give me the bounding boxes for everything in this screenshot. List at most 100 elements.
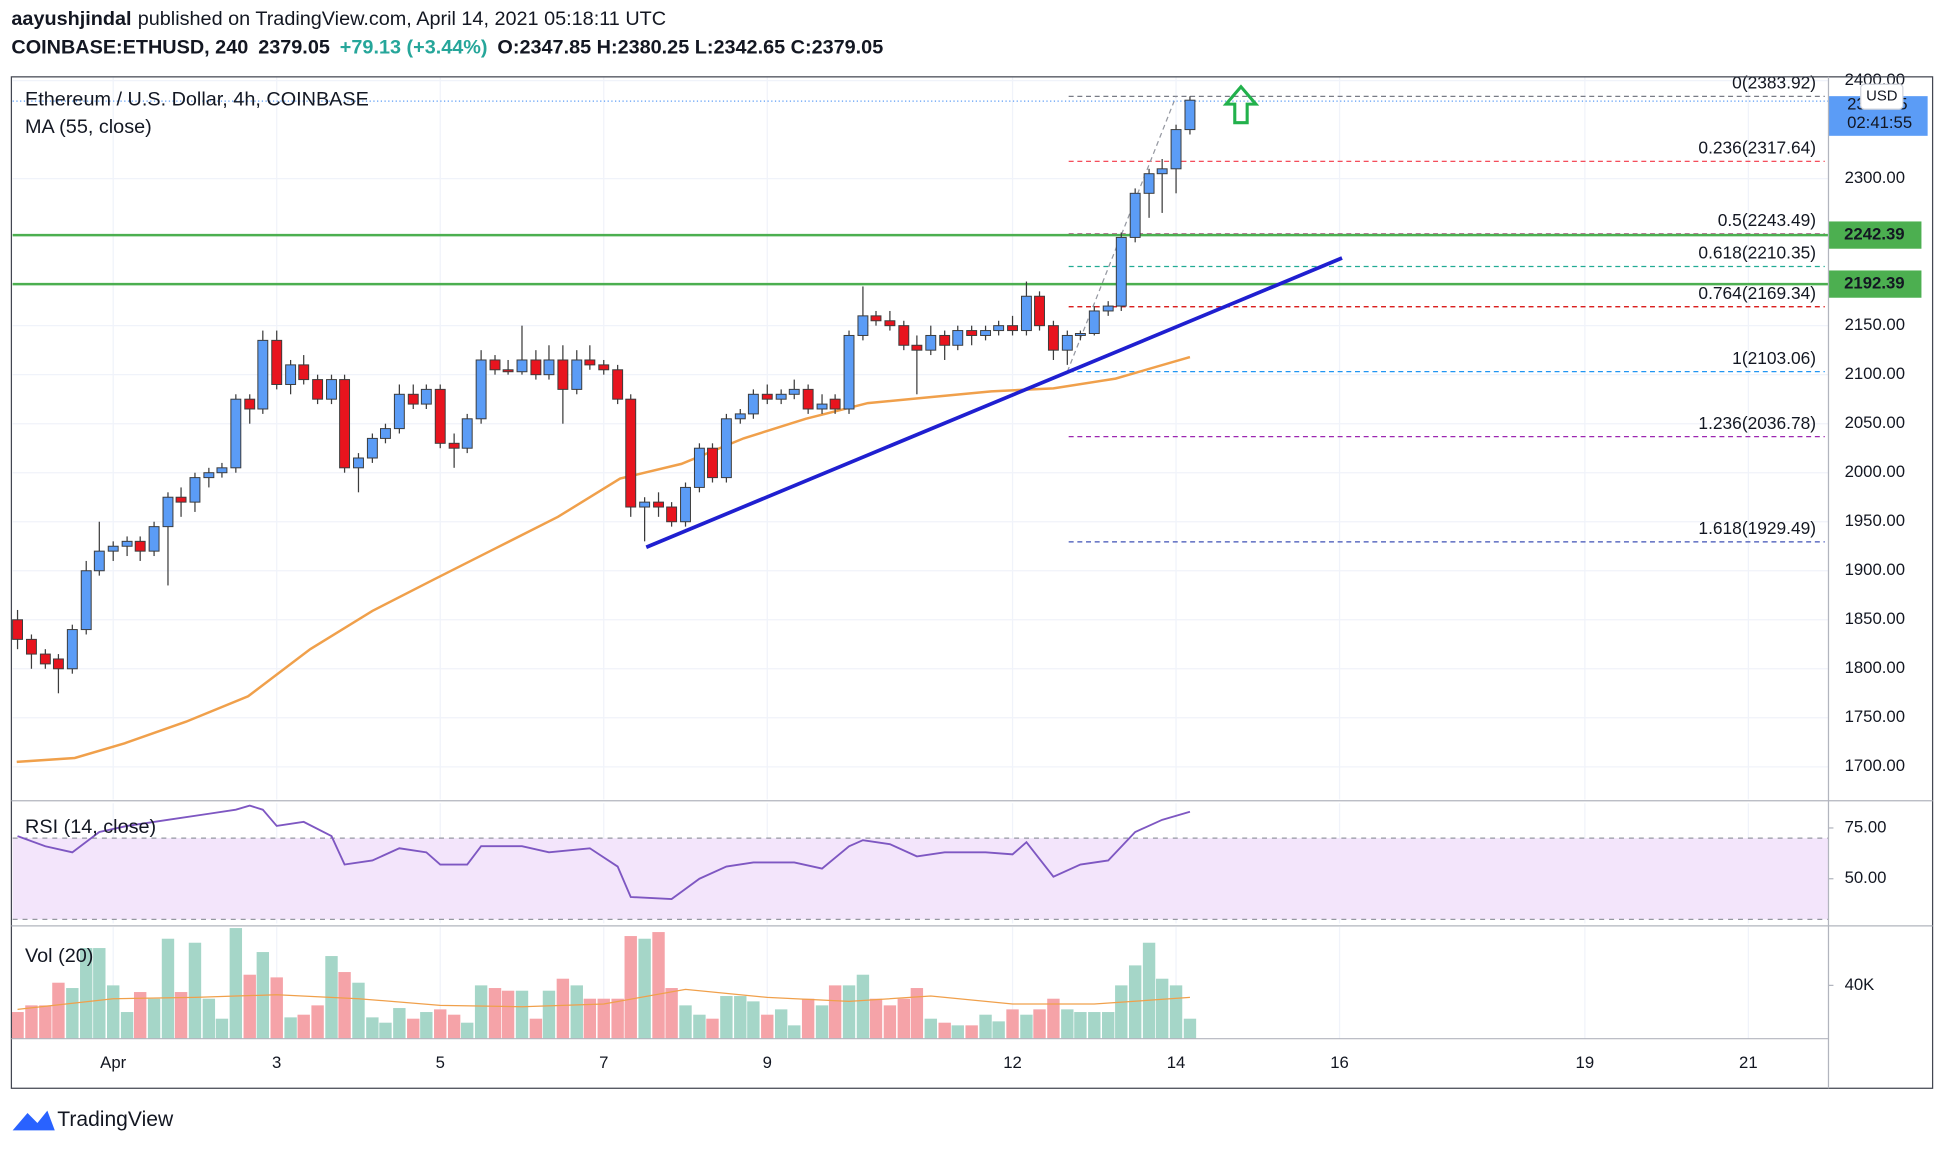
- candle-body: [884, 320, 896, 327]
- volume-bar: [229, 928, 243, 1039]
- volume-bar: [1033, 1009, 1046, 1039]
- candle-body: [285, 364, 297, 385]
- volume-bar: [174, 992, 188, 1039]
- candle-body: [788, 388, 800, 395]
- author: aayushjindal: [11, 8, 131, 30]
- volume-bar: [11, 1012, 24, 1039]
- volume-bar: [542, 990, 556, 1039]
- volume-ma-line: [17, 988, 1190, 1010]
- x-tick-label: 19: [1576, 1053, 1595, 1072]
- candle-body: [1115, 236, 1127, 307]
- volume-bar: [720, 996, 733, 1039]
- volume-bar: [979, 1014, 992, 1039]
- volume-bar: [924, 1018, 937, 1039]
- volume-bar: [828, 985, 842, 1039]
- volume-bar: [910, 988, 924, 1039]
- candle-body: [680, 486, 691, 523]
- volume-bar: [883, 1005, 897, 1039]
- volume-bar: [1047, 998, 1060, 1039]
- candle-body: [380, 428, 391, 439]
- volume-bar: [366, 1017, 379, 1039]
- currency: USD: [1866, 89, 1898, 105]
- candle-body: [148, 526, 160, 552]
- x-tick-label: 16: [1330, 1053, 1349, 1072]
- volume-bar: [488, 988, 502, 1039]
- fib-label: 0.5(2243.49): [1718, 210, 1816, 230]
- volume-bar: [393, 1008, 406, 1039]
- x-tick-label: 12: [1003, 1053, 1022, 1072]
- volume-bar: [1142, 942, 1156, 1039]
- candle-body: [1061, 334, 1073, 351]
- candle-body: [203, 472, 215, 479]
- fib-label: 1(2103.06): [1732, 348, 1816, 368]
- candle-body: [244, 398, 256, 410]
- volume-bar: [761, 1014, 774, 1039]
- candle-body: [557, 359, 569, 390]
- x-tick-label: 21: [1739, 1053, 1758, 1072]
- volume-bar: [583, 998, 597, 1039]
- volume-bar: [52, 982, 65, 1039]
- volume-bar: [897, 998, 910, 1039]
- candle-body: [571, 359, 583, 390]
- candle-body: [1102, 305, 1114, 312]
- candle-body: [326, 379, 337, 400]
- candle-body: [162, 496, 174, 528]
- candle-body: [1156, 168, 1168, 175]
- candle-body: [707, 447, 718, 479]
- level-label: 2242.39: [1844, 225, 1904, 244]
- volume-bar: [1088, 1012, 1101, 1039]
- change: +79.13 (+3.44%): [340, 37, 488, 59]
- volume-bar: [842, 985, 856, 1039]
- candle-body: [653, 501, 664, 508]
- rsi-line: [17, 804, 1191, 900]
- candle-body: [666, 506, 678, 523]
- volume-bar: [1155, 978, 1169, 1039]
- volume-bar: [215, 1018, 229, 1039]
- candle-body: [693, 447, 705, 488]
- ohlc: O:2347.85 H:2380.25 L:2342.65 C:2379.05: [497, 37, 883, 59]
- volume-bar: [147, 998, 161, 1039]
- candle-body: [925, 334, 937, 351]
- candle-body: [461, 418, 473, 449]
- candle-body: [870, 315, 882, 322]
- volume-bar: [815, 1005, 829, 1039]
- volume-bar: [597, 998, 610, 1039]
- volume-bar: [747, 1001, 760, 1039]
- candle-body: [312, 379, 324, 400]
- volume-bar: [1128, 965, 1142, 1039]
- candle-body: [543, 359, 555, 376]
- candle-body: [271, 339, 283, 385]
- volume-bar: [992, 1021, 1005, 1039]
- volume-bar: [869, 998, 883, 1039]
- volume-bar: [93, 948, 106, 1039]
- x-tick-label: 9: [763, 1053, 772, 1072]
- x-tick-label: 14: [1167, 1053, 1186, 1072]
- candle-body: [257, 339, 269, 410]
- volume-bar: [161, 938, 175, 1039]
- trendline: [645, 256, 1343, 549]
- volume-bar: [311, 1005, 324, 1039]
- candle-body: [434, 388, 446, 444]
- rsi-band: [12, 838, 1829, 920]
- candle-body: [952, 330, 964, 346]
- ma-line: [16, 355, 1191, 764]
- candle-body: [1007, 325, 1018, 332]
- candle-body: [639, 501, 651, 508]
- volume-bar: [66, 988, 79, 1039]
- candle-body: [448, 442, 460, 449]
- candle-body: [939, 334, 951, 346]
- y-tick-label: 1750.00: [1845, 707, 1905, 726]
- volume-legend: Vol (20): [25, 945, 93, 967]
- x-tick-label: 3: [272, 1053, 281, 1072]
- volume-bar: [243, 974, 256, 1039]
- candle-body: [1129, 192, 1141, 238]
- y-tick-label: 2000.00: [1845, 462, 1905, 481]
- volume-bar: [80, 948, 93, 1039]
- y-tick-label: 2050.00: [1845, 413, 1905, 432]
- candle-body: [625, 398, 637, 508]
- countdown: 02:41:55: [1847, 113, 1912, 132]
- candle-body: [911, 344, 923, 351]
- volume-bar: [39, 1005, 52, 1039]
- footer: TradingView: [57, 1108, 174, 1131]
